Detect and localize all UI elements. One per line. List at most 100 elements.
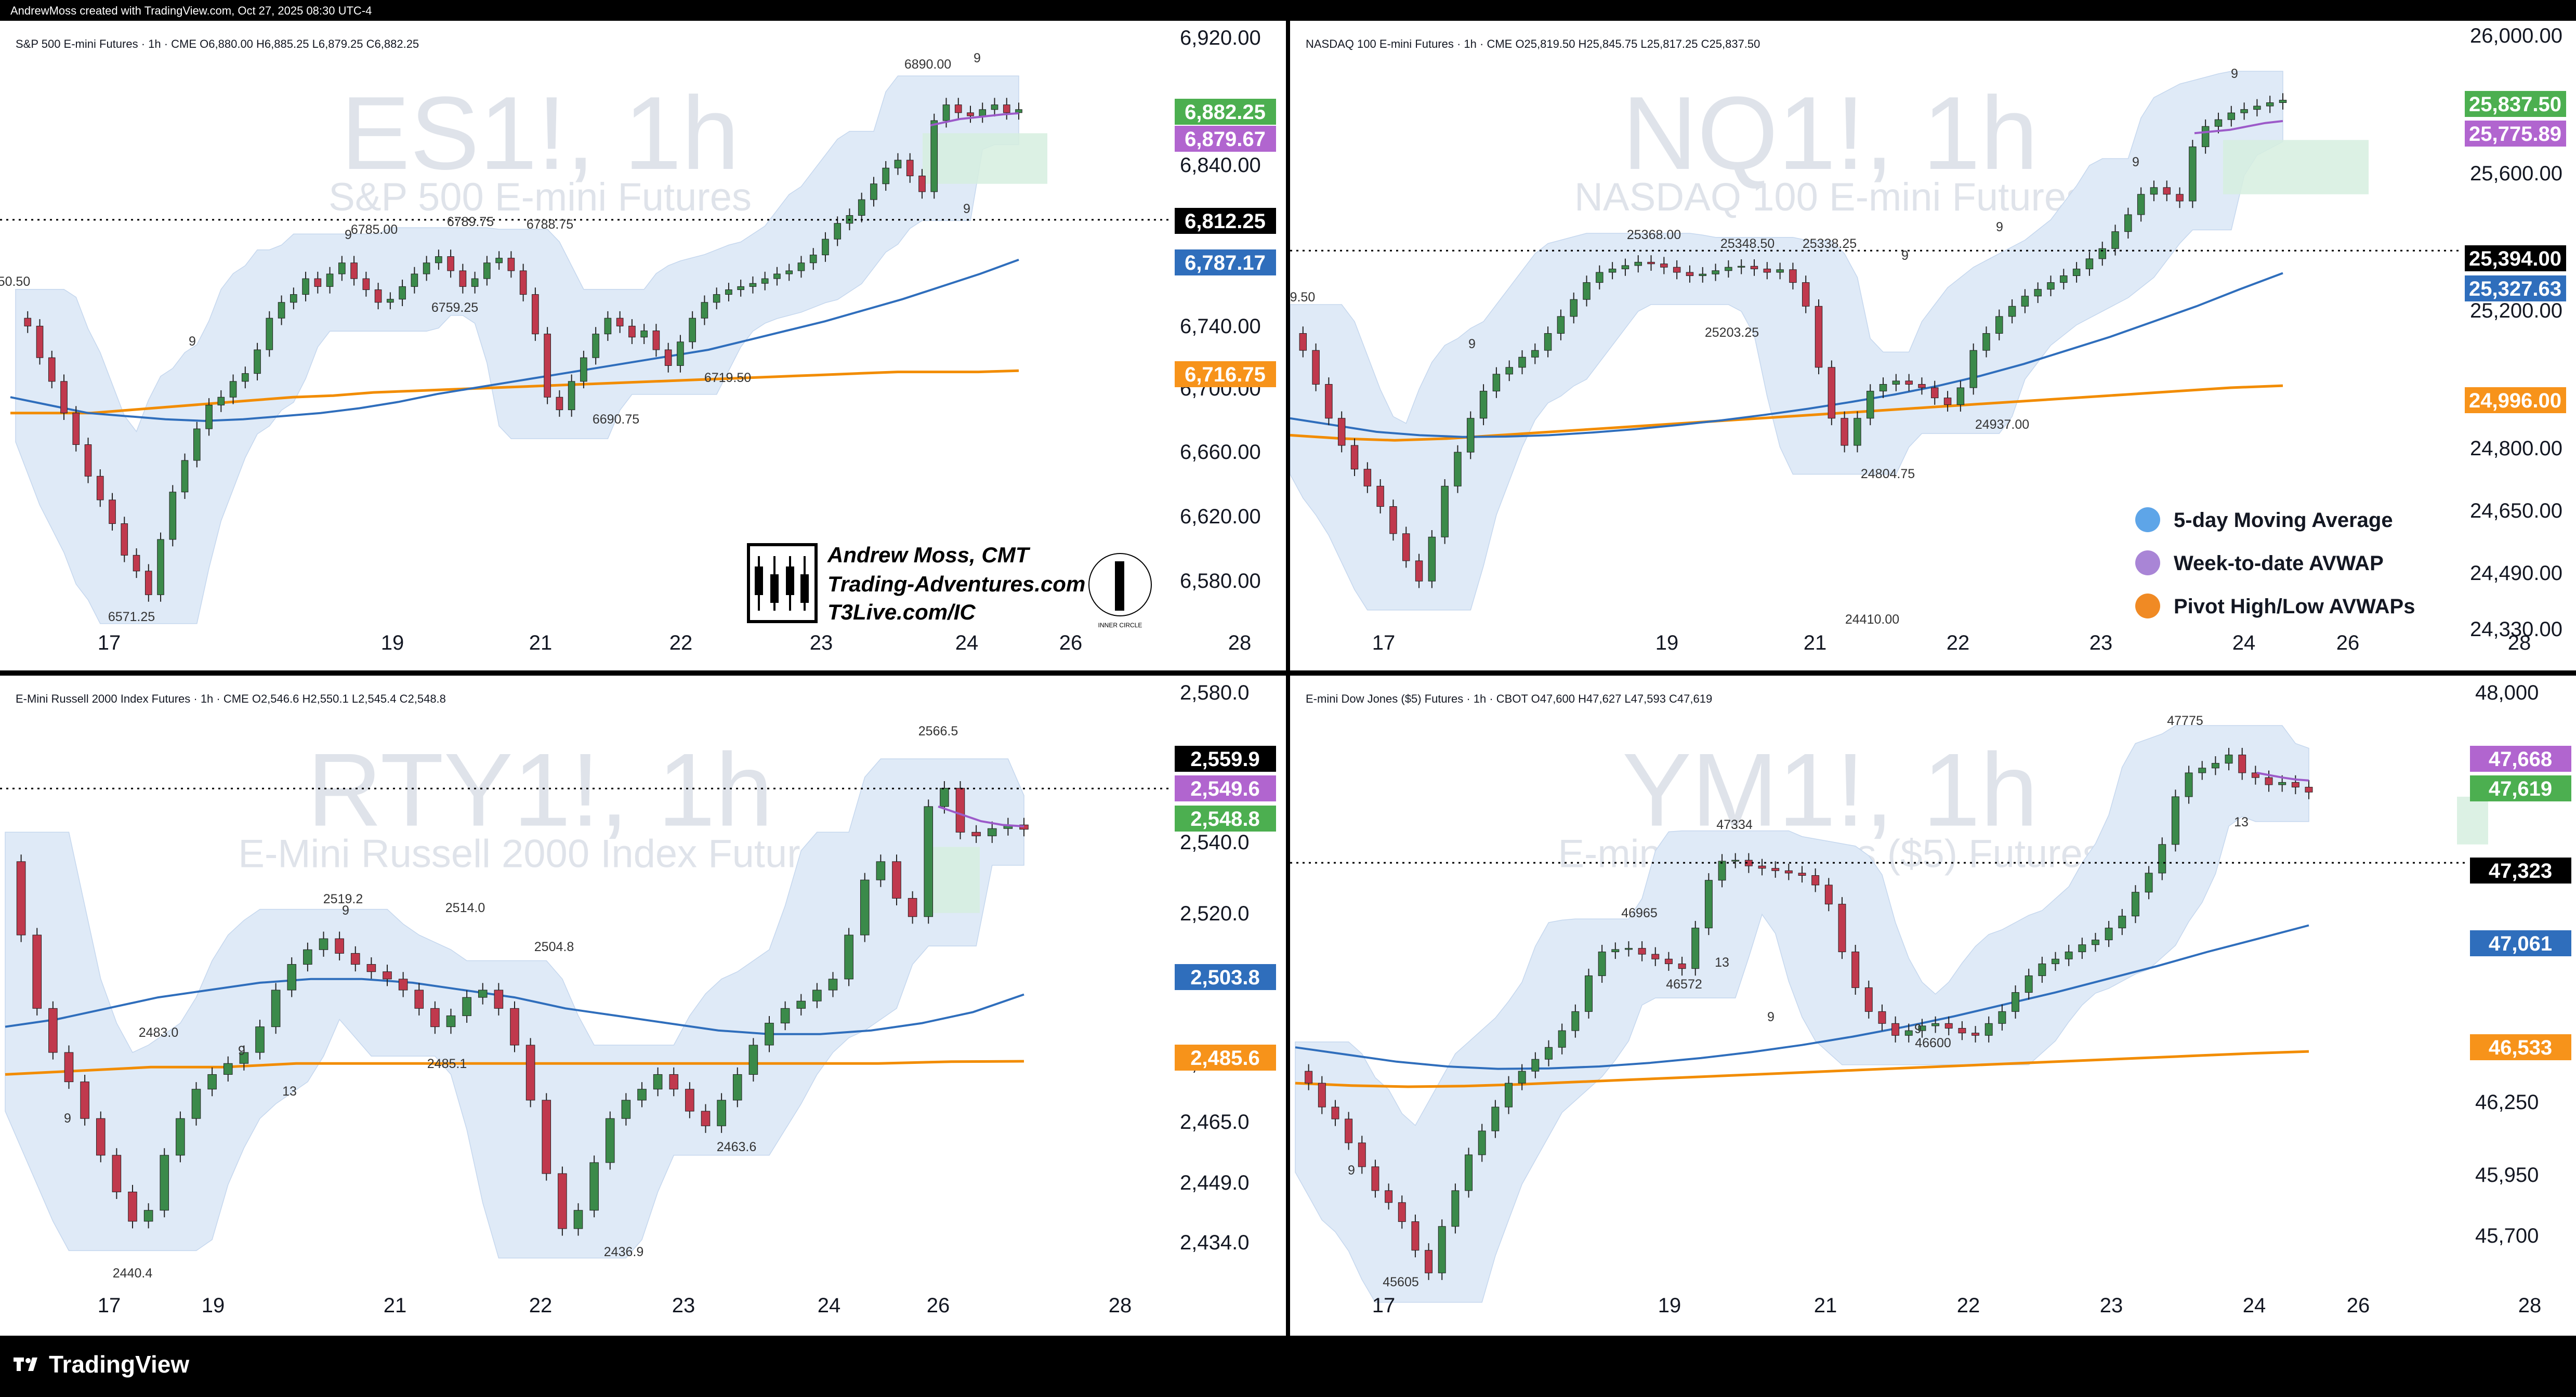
candle-body [290,294,297,303]
candle-body [1995,316,2003,334]
candle-body [1789,269,1797,283]
chart-panel-rty[interactable]: RTY1!, 1h E-Mini Russell 2000 Index Futur… [0,676,1286,1336]
x-tick-label: 26 [2336,631,2360,654]
candle-body [748,1045,758,1075]
candle-body [169,492,177,540]
price-badge-bg [1175,208,1276,234]
price-annotation: 6789.75 [447,215,494,229]
candle-body [302,278,309,295]
target-zone [2457,796,2488,845]
legend-label: Week-to-date AVWAP [2174,552,2384,575]
candle-body [1892,380,1900,385]
sequence-count-label: 9 [974,51,981,65]
candle-body [36,325,44,358]
week-avwap-line [930,112,1019,127]
tradingview-logo[interactable]: TradingView [12,1350,189,1378]
candle-body [266,318,273,350]
price-badge-label: 6,882.25 [1185,101,1266,124]
candle-body [1385,1190,1393,1203]
candle-body [558,1173,567,1229]
x-tick-label: 23 [810,631,833,654]
sequence-count-label: 9 [345,228,352,242]
candle-body [1350,445,1359,470]
chart-panel-ym[interactable]: YM1!, 1hE-mini Dow Jones ($5) FuturesE-m… [1290,676,2576,1336]
price-annotation: 47775 [2167,714,2203,728]
candle-body [1345,1118,1353,1143]
candle-body [954,104,962,113]
candle-body [605,1118,615,1163]
price-badge: 25,775.89 [2465,121,2566,147]
candle-body [1318,1083,1326,1108]
candle-body [544,334,551,398]
logo-candle [786,566,794,595]
price-badge-label: 2,503.8 [1190,966,1259,989]
x-tick-label: 21 [384,1294,407,1317]
chart-panel-nq[interactable]: NQ1!, 1h NASDAQ 100 E-mini Futures NASDAQ … [1290,21,2576,670]
candle-body [1557,316,1565,334]
candle-body [1544,333,1552,351]
candle-body [1943,398,1952,405]
candle-body [1904,1030,1913,1036]
candle-body [971,832,981,836]
candle-body [471,278,479,287]
candle-body [542,1100,551,1174]
candle-body [326,273,334,287]
candle-body [732,1074,742,1101]
legend-label: 5-day Moving Average [2174,509,2393,532]
price-badge: 24,996.00 [2465,387,2566,413]
chart-panel-es[interactable]: ES1!, 1h S&P 500 E-mini Futures S&P 500 E-… [0,21,1286,670]
x-tick-label: 23 [2089,631,2113,654]
candle-body [60,381,68,414]
watermark-symbol: RTY1!, 1h [307,732,773,848]
y-tick-label: 25,200.00 [2470,299,2562,322]
candle-body [860,879,870,935]
y-tick-label: 24,330.00 [2470,618,2562,641]
candle-body [2278,782,2286,785]
candle-body [2072,268,2081,276]
candle-body [2158,844,2166,874]
y-tick-label: 2,465.0 [1180,1111,1249,1134]
week-avwap-line [938,806,1024,827]
price-badge: 25,327.63 [2465,275,2566,301]
x-tick-label: 21 [529,631,553,654]
candle-body [48,357,56,382]
x-tick-label: 22 [669,631,693,654]
candle-body [1505,367,1513,375]
candle-body [16,861,26,935]
candle-body [1838,904,1846,953]
candle-body [2137,194,2145,215]
candle-body [812,990,822,1001]
price-badge-label: 47,061 [2489,932,2552,955]
price-annotation: 750.50 [0,274,30,289]
candle-body [987,828,997,836]
candle-body [2038,963,2046,976]
candle-body [1571,1011,1580,1031]
candle-body [1784,870,1793,874]
candle-body [1918,1025,1926,1031]
candle-body [181,460,189,493]
candle-body [1531,1059,1540,1072]
candle-body [1718,861,1726,881]
candle-body [1737,266,1745,268]
price-annotation: 46600 [1915,1036,1951,1050]
candle-body [991,104,998,110]
candle-body [1673,267,1681,273]
price-badge-label: 47,323 [2489,860,2552,882]
candle-body [717,1100,726,1126]
candle-body [1371,1166,1379,1191]
candle-body [1851,952,1860,988]
price-badge-label: 6,716.75 [1185,363,1266,386]
candle-body [2211,763,2219,769]
candle-body [133,555,140,572]
candle-body [1969,350,1977,388]
candle-body [1492,374,1501,392]
candle-body [435,256,442,263]
candle-body [207,1074,217,1090]
price-badge-label: 6,879.67 [1185,128,1266,151]
y-tick-label: 26,000.00 [2470,24,2562,47]
candle-body [1815,306,1823,368]
candle-body [1931,387,1939,399]
price-badge-bg [2465,275,2566,301]
sequence-count-label: 9 [238,1044,245,1058]
